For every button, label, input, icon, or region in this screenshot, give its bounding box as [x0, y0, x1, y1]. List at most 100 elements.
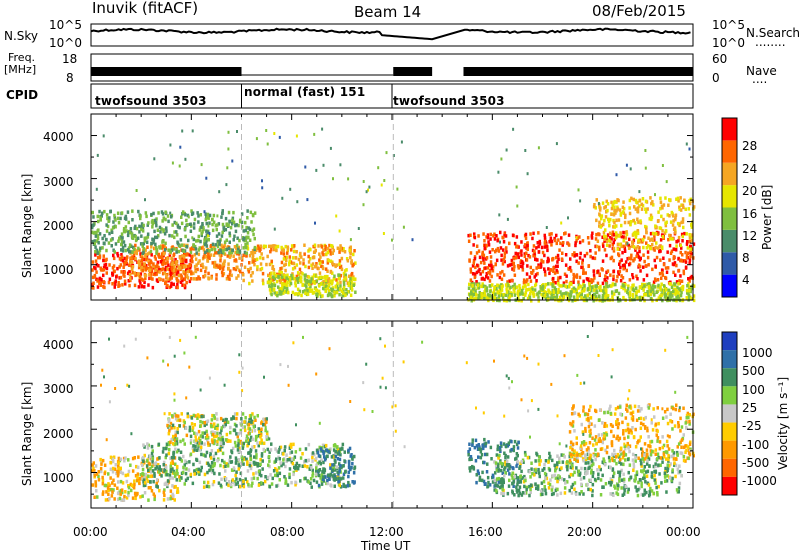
velocity-cell	[543, 467, 546, 471]
power-cell	[594, 206, 597, 210]
velocity-cell	[254, 418, 257, 422]
power-cell	[629, 222, 632, 227]
power-cell	[228, 231, 231, 235]
velocity-cell	[332, 466, 336, 470]
power-cell	[621, 263, 625, 268]
power-cell	[122, 229, 126, 233]
power-cell	[495, 258, 499, 263]
power-cell	[91, 230, 94, 234]
power-cell	[644, 264, 648, 268]
velocity-cell	[677, 490, 680, 494]
velocity-cell	[237, 444, 240, 448]
velocity-cell	[518, 485, 522, 489]
power-cell	[575, 288, 578, 293]
velocity-cell	[508, 466, 511, 471]
power-cell	[102, 273, 105, 278]
power-cell	[520, 240, 523, 244]
power-cell	[497, 249, 501, 253]
power-cell	[517, 294, 520, 298]
power-cell	[132, 247, 136, 251]
power-cell	[228, 219, 231, 224]
power-cell	[325, 252, 328, 256]
velocity-cell	[198, 447, 202, 451]
power-cell	[505, 299, 508, 303]
power-ytick-1000: 1000	[43, 263, 74, 277]
power-cell	[136, 236, 140, 240]
power-cell	[282, 291, 285, 295]
power-cell	[122, 227, 126, 231]
power-cell	[542, 260, 545, 264]
power-cell	[204, 242, 207, 247]
velocity-cell	[193, 431, 196, 435]
power-cell	[184, 213, 187, 217]
power-cell	[641, 203, 645, 208]
power-cell	[131, 250, 134, 254]
power-sparse-cell	[625, 163, 628, 167]
power-cell	[664, 196, 667, 200]
power-cell	[666, 250, 669, 254]
power-cell	[143, 264, 146, 268]
velocity-cell	[242, 457, 245, 462]
velocity-cell	[495, 477, 499, 481]
velocity-cell	[334, 449, 337, 454]
velocity-cell	[219, 416, 223, 421]
power-cell	[691, 286, 694, 291]
power-cell	[139, 281, 142, 285]
power-cell	[188, 253, 191, 257]
velocity-cell	[237, 438, 240, 443]
power-cell	[600, 288, 603, 293]
power-cell	[244, 228, 248, 233]
power-sparse-cell	[144, 198, 146, 202]
velocity-cell	[94, 464, 98, 468]
power-cell	[627, 243, 630, 248]
power-cell	[176, 270, 180, 275]
velocity-cell	[150, 489, 154, 493]
velocity-cell	[267, 454, 271, 459]
power-cell	[154, 221, 158, 225]
velocity-cell	[283, 445, 287, 449]
power-cell	[121, 245, 125, 250]
power-cell	[172, 252, 176, 256]
power-cell	[168, 267, 171, 272]
power-cell	[297, 257, 301, 262]
velocity-cell	[149, 474, 153, 479]
power-cell	[243, 265, 247, 269]
power-cell	[175, 260, 178, 264]
velocity-cell	[502, 442, 506, 446]
power-cell	[241, 236, 244, 240]
velocity-cell	[645, 490, 648, 495]
power-cell	[688, 233, 691, 237]
power-sparse-cell	[335, 214, 338, 218]
velocity-cell	[119, 492, 122, 496]
velocity-cell	[498, 485, 502, 490]
power-cell	[192, 271, 195, 276]
power-cell	[656, 219, 660, 223]
power-cell	[677, 282, 680, 286]
nsearch-dots: ........	[755, 35, 786, 49]
velocity-cell	[193, 448, 196, 452]
velocity-cell	[214, 426, 217, 430]
power-cell	[207, 271, 210, 276]
power-cell	[190, 258, 194, 262]
power-cell	[326, 250, 330, 255]
power-sparse-cell	[95, 187, 98, 191]
velocity-cell	[176, 472, 179, 476]
velocity-cell	[472, 467, 476, 471]
power-cell	[505, 246, 508, 250]
velocity-cell	[182, 454, 185, 459]
power-cell	[128, 270, 131, 274]
power-cell	[573, 251, 576, 255]
power-cell	[564, 231, 567, 235]
velocity-cell	[599, 467, 602, 472]
power-cell	[628, 211, 632, 216]
power-cell	[270, 271, 273, 275]
velocity-cell	[196, 416, 199, 420]
velocity-cell	[245, 437, 248, 441]
velocity-cell	[529, 483, 533, 487]
velocity-cell	[234, 456, 238, 460]
power-cell	[605, 253, 608, 258]
velocity-cell	[532, 473, 536, 477]
power-cell	[153, 229, 156, 234]
velocity-cell	[183, 482, 186, 486]
power-cell	[580, 265, 583, 270]
